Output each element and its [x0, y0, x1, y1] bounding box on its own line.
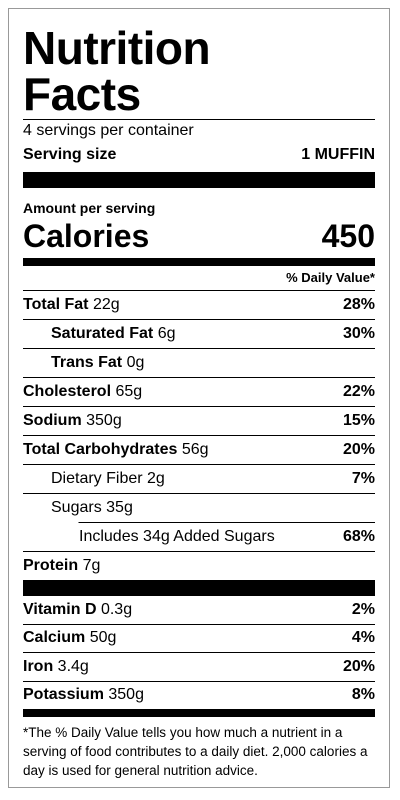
nutrient-row: Includes 34g Added Sugars 68% — [23, 523, 375, 552]
nutrient-row: Potassium 350g 8% — [23, 682, 375, 710]
daily-value: 22% — [342, 383, 375, 400]
nutrient: Sodium 350g — [23, 412, 122, 430]
serving-size-value: 1 MUFFIN — [301, 146, 375, 163]
nutrient: Dietary Fiber 2g — [23, 470, 165, 488]
nutrient-name: Cholesterol — [23, 383, 112, 400]
nutrient-row: Vitamin D 0.3g 2% — [23, 596, 375, 625]
divider — [23, 119, 375, 120]
nutrient: Saturated Fat 6g — [23, 325, 176, 343]
nutrient-amount: 50g — [89, 629, 117, 647]
nutrient-name: Sugars — [51, 499, 102, 516]
serving-size: Serving size 1 MUFFIN — [23, 142, 375, 168]
nutrient: Trans Fat 0g — [23, 354, 144, 372]
nutrient-amount: 35g — [106, 499, 133, 516]
nutrient: Iron 3.4g — [23, 658, 89, 676]
vitamins: Vitamin D 0.3g 2% Calcium 50g 4% Iron 3.4g 20… — [23, 596, 375, 709]
daily-value: 15% — [342, 412, 375, 429]
nutrient: Total Carbohydrates 56g — [23, 441, 209, 459]
nutrient-name: Vitamin D — [23, 600, 97, 618]
nutrient-amount: 22g — [92, 296, 120, 313]
daily-value: 28% — [342, 296, 375, 313]
calories: Calories 450 — [23, 218, 375, 254]
nutrient-amount: 0.3g — [100, 600, 133, 618]
nutrient-row: Sodium 350g 15% — [23, 407, 375, 436]
nutrient-amount: 0g — [126, 354, 145, 371]
calories-label: Calories — [23, 218, 150, 254]
nutrient-row: Total Fat 22g 28% — [23, 291, 375, 320]
nutrient-row: Iron 3.4g 20% — [23, 653, 375, 682]
nutrient: Includes 34g Added Sugars — [23, 528, 275, 546]
thick-bar — [23, 258, 375, 266]
daily-value: 2% — [351, 600, 375, 618]
footnote: *The % Daily Value tells you how much a … — [23, 725, 368, 778]
nutrient-row: Saturated Fat 6g 30% — [23, 320, 375, 349]
nutrient-name: Iron — [23, 657, 54, 675]
thick-bar — [23, 709, 375, 717]
nutrient-row: Dietary Fiber 2g 7% — [23, 465, 375, 494]
nutrient: Calcium 50g — [23, 629, 116, 647]
nutrient: Sugars 35g — [23, 499, 133, 517]
daily-value: 20% — [342, 657, 375, 675]
daily-value: 4% — [351, 629, 375, 647]
nutrient-row: Total Carbohydrates 56g 20% — [23, 436, 375, 465]
nutrient-row: Cholesterol 65g 22% — [23, 378, 375, 407]
nutrient-amount: 350g — [108, 686, 144, 704]
nutrient-row: Calcium 50g 4% — [23, 625, 375, 653]
thick-bar — [23, 580, 375, 596]
nutrient-name: Protein — [23, 557, 79, 574]
daily-value: 30% — [342, 325, 375, 342]
nutrient-amount: 7g — [82, 557, 101, 574]
nutrient-amount: 350g — [86, 412, 122, 429]
daily-value: 68% — [342, 528, 375, 545]
nutrient-name: Calcium — [23, 629, 86, 647]
nutrient-name: Total Fat — [23, 296, 89, 313]
nutrient-name: Trans Fat — [51, 354, 123, 371]
nutrient-name: Total Carbohydrates — [23, 441, 178, 458]
nutrient-name: Potassium — [23, 686, 104, 704]
daily-value: 8% — [351, 686, 375, 704]
thick-bar — [23, 172, 375, 188]
nutrient: Vitamin D 0.3g — [23, 601, 132, 619]
nutrient-amount: 2g — [147, 470, 165, 487]
nutrient-name: Sodium — [23, 412, 82, 429]
nutrient-row: Sugars 35g — [23, 494, 375, 523]
servings: 4 servings per container — [23, 122, 194, 139]
nutrient-name: Dietary Fiber — [51, 470, 143, 487]
nutrient-amount: 3.4g — [57, 657, 89, 675]
daily-value: 7% — [351, 470, 375, 487]
nutrient-amount: 56g — [181, 441, 209, 458]
amount-per-serving: Amount per serving — [23, 200, 156, 216]
nutrient: Total Fat 22g — [23, 296, 120, 314]
calories-value: 450 — [321, 218, 375, 254]
nutrient: Potassium 350g — [23, 686, 144, 704]
nutrient-name: Includes 34g Added Sugars — [79, 528, 275, 545]
serving-size-label: Serving size — [23, 146, 117, 163]
nutrient-row: Protein 7g — [23, 552, 375, 580]
nutrients: Total Fat 22g 28% Saturated Fat 6g 30% Trans… — [23, 291, 375, 580]
nutrition-label: Nutrition Facts 4 servings per container… — [8, 8, 390, 788]
daily-value: 20% — [342, 441, 375, 458]
nutrient-name: Saturated Fat — [51, 325, 154, 342]
nutrient: Cholesterol 65g — [23, 383, 142, 401]
nutrient: Protein 7g — [23, 557, 100, 575]
nutrient-amount: 6g — [157, 325, 176, 342]
nutrient-amount: 65g — [115, 383, 143, 400]
nutrient-row: Trans Fat 0g — [23, 349, 375, 378]
daily-value-header: % Daily Value* — [23, 266, 375, 291]
title: Nutrition Facts — [23, 22, 211, 120]
